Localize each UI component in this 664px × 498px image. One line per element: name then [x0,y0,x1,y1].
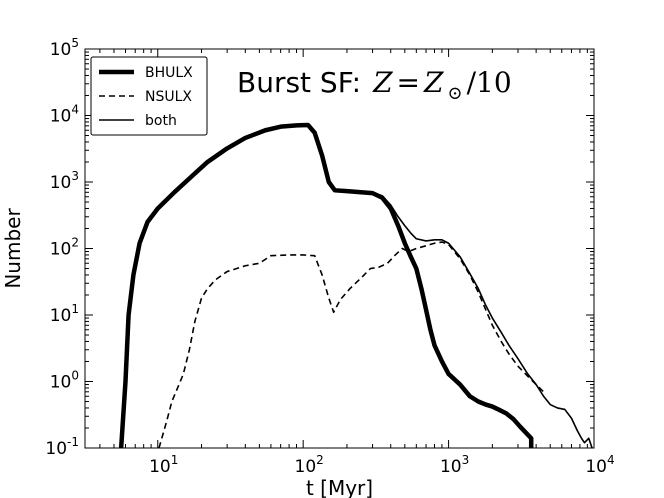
chart-title: Burst SF: Z = Z ⊙ /10 [237,66,512,104]
x-tick-label: 102 [295,453,324,477]
title-rhs: Z [423,66,444,99]
legend-label-bhulx: BHULX [145,65,193,81]
y-tick-label: 10-1 [45,435,79,459]
y-tick-label: 102 [50,236,79,260]
series-layer [118,122,593,448]
title-tail: /10 [467,66,512,99]
x-tick-label: 104 [585,453,614,477]
title-prefix: Burst SF: [237,66,361,99]
title-eq: = [397,66,420,99]
legend: BHULX NSULX both [90,56,208,136]
x-tick-label: 101 [149,453,178,477]
legend-label-both: both [145,113,177,129]
title-sub: ⊙ [447,83,462,104]
series-line-nsulx [158,241,545,448]
y-tick-label: 101 [50,302,79,326]
series-line-bhulx [118,122,534,448]
y-tick-label: 105 [50,36,79,60]
legend-box [90,56,208,136]
y-tick-label: 103 [50,169,79,193]
y-tick-label: 100 [50,369,79,393]
x-axis-label: t [Myr] [306,476,373,498]
title-var: Z [372,66,393,99]
y-tick-label: 104 [50,103,79,127]
x-tick-label: 103 [440,453,469,477]
legend-label-nsulx: NSULX [145,89,192,105]
ticks-layer: 101 102 103 104 10-1 100 101 102 103 104 105 [45,36,614,477]
y-axis-label: Number [1,208,25,289]
